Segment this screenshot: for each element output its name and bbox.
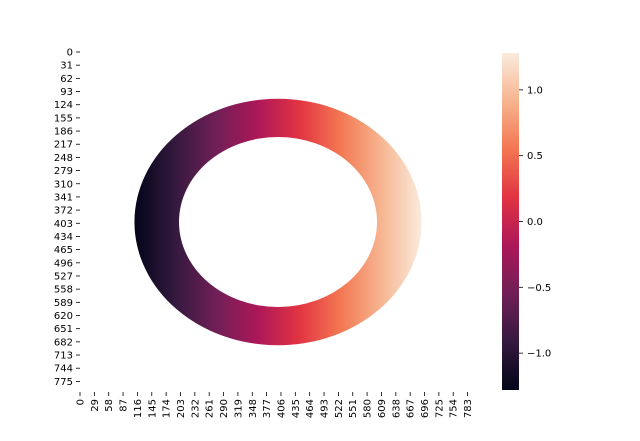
x-tick-label: 609 bbox=[377, 399, 388, 418]
x-tick-label: 493 bbox=[320, 399, 331, 418]
x-tick-label: 203 bbox=[176, 399, 187, 418]
x-tick-label: 290 bbox=[219, 399, 230, 418]
x-tick-label: 261 bbox=[205, 399, 216, 418]
colorbar-tick-label: 0.0 bbox=[527, 217, 543, 228]
y-tick-label: 372 bbox=[54, 206, 73, 217]
x-tick-label: 754 bbox=[449, 399, 460, 418]
y-tick-label: 465 bbox=[54, 245, 73, 256]
x-tick-label: 551 bbox=[348, 399, 359, 418]
x-tick-label: 783 bbox=[463, 399, 474, 418]
y-tick-label: 558 bbox=[54, 285, 73, 296]
x-tick-label: 638 bbox=[391, 399, 402, 418]
y-tick-label: 31 bbox=[60, 61, 73, 72]
x-tick-label: 232 bbox=[190, 399, 201, 418]
y-tick-label: 651 bbox=[54, 324, 73, 335]
colorbar-tick-label: 1.0 bbox=[527, 85, 543, 96]
y-tick-label: 496 bbox=[54, 258, 73, 269]
x-tick-label: 116 bbox=[133, 399, 144, 418]
y-tick-label: 186 bbox=[54, 127, 73, 138]
annulus-heatmap-cells bbox=[134, 98, 422, 346]
y-tick-label: 248 bbox=[54, 153, 73, 164]
colorbar: −1.0 −0.5 0.0 0.5 1.0 bbox=[502, 53, 551, 390]
y-tick-label: 0 bbox=[67, 48, 73, 59]
x-axis: 0 29 58 87 116 145 174 203 232 261 290 319 348 377 406… bbox=[76, 392, 474, 418]
x-tick-label: 522 bbox=[334, 399, 345, 418]
y-tick-label: 217 bbox=[54, 140, 73, 151]
x-tick-label: 406 bbox=[276, 399, 287, 418]
colorbar-tick-label: 0.5 bbox=[527, 151, 543, 162]
x-tick-label: 464 bbox=[305, 399, 316, 418]
y-tick-label: 310 bbox=[54, 179, 73, 190]
colorbar-tick-label: −1.0 bbox=[527, 349, 551, 360]
y-tick-label: 775 bbox=[54, 377, 73, 388]
plot-area bbox=[134, 98, 422, 346]
y-tick-label: 434 bbox=[54, 232, 73, 243]
y-tick-label: 589 bbox=[54, 298, 73, 309]
y-tick-label: 682 bbox=[54, 337, 73, 348]
y-tick-label: 744 bbox=[54, 364, 73, 375]
y-tick-label: 713 bbox=[54, 351, 73, 362]
x-tick-label: 58 bbox=[104, 399, 115, 412]
x-tick-label: 348 bbox=[248, 399, 259, 418]
x-tick-label: 725 bbox=[434, 399, 445, 418]
x-tick-label: 580 bbox=[363, 399, 374, 418]
x-tick-label: 667 bbox=[406, 399, 417, 418]
y-tick-label: 93 bbox=[60, 87, 73, 98]
y-tick-label: 124 bbox=[54, 100, 73, 111]
y-tick-label: 341 bbox=[54, 192, 73, 203]
colorbar-tick-label: −0.5 bbox=[527, 283, 551, 294]
colorbar-gradient bbox=[502, 53, 519, 390]
x-tick-label: 145 bbox=[147, 399, 158, 418]
x-tick-label: 29 bbox=[90, 399, 101, 412]
y-tick-label: 279 bbox=[54, 166, 73, 177]
x-tick-label: 174 bbox=[162, 399, 173, 418]
y-tick-label: 62 bbox=[60, 74, 73, 85]
y-tick-label: 155 bbox=[54, 113, 73, 124]
x-tick-label: 435 bbox=[291, 399, 302, 418]
y-axis: 0 31 62 93 124 155 186 217 248 279 310 341 372 403 434… bbox=[54, 48, 80, 388]
x-tick-label: 87 bbox=[119, 399, 130, 412]
x-tick-label: 0 bbox=[76, 399, 87, 405]
x-tick-label: 319 bbox=[233, 399, 244, 418]
y-tick-label: 403 bbox=[54, 219, 73, 230]
x-tick-label: 377 bbox=[262, 399, 273, 418]
y-tick-label: 620 bbox=[54, 311, 73, 322]
y-tick-label: 527 bbox=[54, 271, 73, 282]
x-tick-label: 696 bbox=[420, 399, 431, 418]
